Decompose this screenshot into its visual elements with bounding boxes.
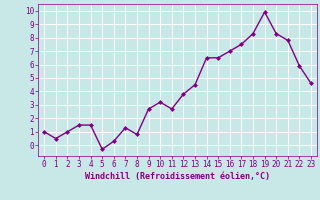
X-axis label: Windchill (Refroidissement éolien,°C): Windchill (Refroidissement éolien,°C) — [85, 172, 270, 181]
